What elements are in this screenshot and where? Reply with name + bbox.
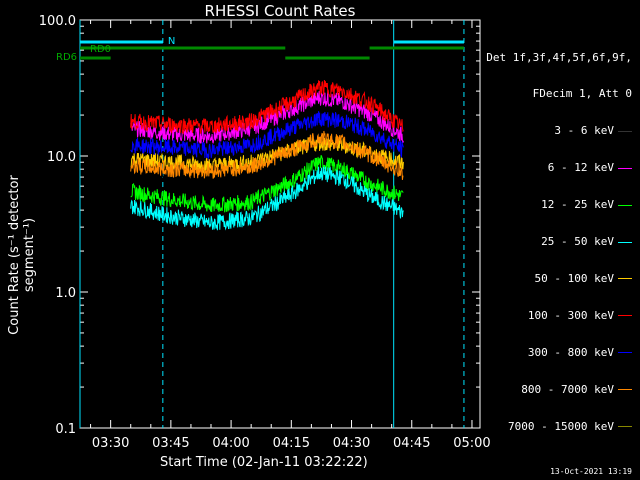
n-label: N xyxy=(168,36,175,47)
legend-swatch xyxy=(618,167,632,169)
x-tick-label: 04:30 xyxy=(333,436,370,451)
legend-entry: 25 - 50 keV xyxy=(482,235,632,248)
series-line xyxy=(130,155,404,213)
series-line xyxy=(130,111,404,160)
legend-header-line2: FDecim 1, Att 0 xyxy=(532,87,632,101)
legend-entry: 3 - 6 keV xyxy=(482,125,632,137)
legend-swatch xyxy=(618,204,632,206)
y-tick-label: 1.0 xyxy=(55,286,76,301)
series-line xyxy=(130,79,404,135)
plot-frame xyxy=(79,19,481,429)
legend-swatch xyxy=(618,315,632,317)
legend-entry: 300 - 800 keV xyxy=(482,346,632,359)
legend-swatch xyxy=(618,426,632,427)
legend-header-line1: Det 1f,3f,4f,5f,6f,9f, xyxy=(486,50,632,64)
legend-entry: 800 - 7000 keV xyxy=(482,383,632,396)
x-axis-label: Start Time (02-Jan-11 03:22:22) xyxy=(160,455,368,470)
x-tick-label: 03:30 xyxy=(92,436,129,451)
legend-entry: 12 - 25 keV xyxy=(482,198,632,211)
legend-entry: 7000 - 15000 keV xyxy=(482,420,632,433)
legend: Det 1f,3f,4f,5f,6f,9f, FDecim 1, Att 0 3… xyxy=(482,27,632,445)
rd0-label: RD0 xyxy=(90,44,111,55)
chart-title: RHESSI Count Rates xyxy=(204,2,356,20)
legend-swatch xyxy=(618,130,632,132)
y-tick-label: 10.0 xyxy=(47,150,76,165)
y-tick-label: 0.1 xyxy=(55,422,76,437)
legend-entry: 100 - 300 keV xyxy=(482,309,632,322)
timestamp: 13-Oct-2021 13:19 xyxy=(550,467,632,476)
x-tick-label: 04:15 xyxy=(273,436,310,451)
legend-entry: 50 - 100 keV xyxy=(482,272,632,285)
series-line xyxy=(130,166,404,231)
series-line xyxy=(130,130,404,180)
legend-swatch xyxy=(618,278,632,280)
x-tick-label: 05:00 xyxy=(453,436,490,451)
x-tick-label: 04:00 xyxy=(212,436,249,451)
rd6-label: RD6 xyxy=(56,52,77,63)
series-line xyxy=(130,91,404,144)
y-tick-label: 100.0 xyxy=(39,14,76,29)
x-tick-label: 04:45 xyxy=(393,436,430,451)
legend-swatch xyxy=(618,241,632,243)
x-tick-label: 03:45 xyxy=(152,436,189,451)
legend-entry: 6 - 12 keV xyxy=(482,161,632,174)
legend-swatch xyxy=(618,389,632,391)
y-axis-label: Count Rate (s⁻¹ detector segment⁻¹) xyxy=(7,175,37,335)
legend-swatch xyxy=(618,352,632,354)
